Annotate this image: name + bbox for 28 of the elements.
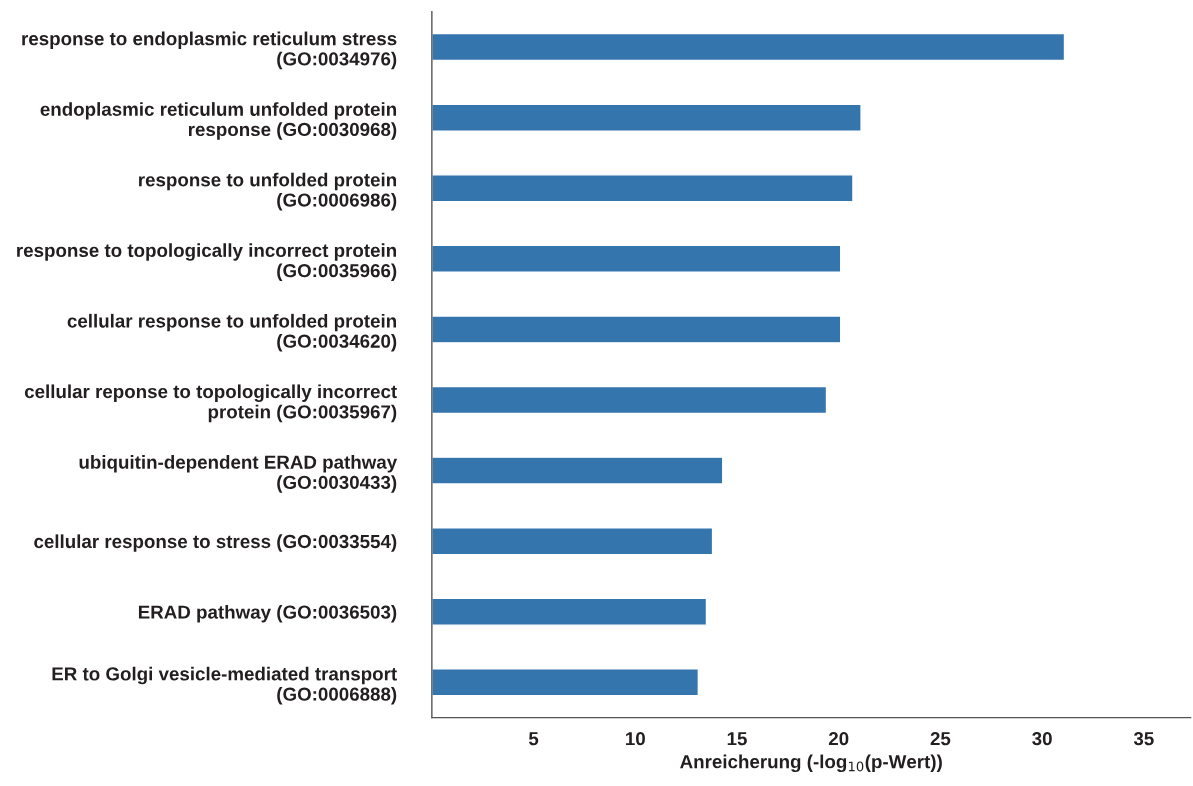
bar <box>431 527 714 556</box>
bar <box>431 244 842 273</box>
x-tick-label: 30 <box>1032 732 1052 746</box>
y-tick-label: response to topologically incorrect protein (GO:0035966) <box>17 243 397 282</box>
y-tick-label: cellular reponse to topologically incorrect protein (GO:0035967) <box>24 384 397 423</box>
y-tick-label: response to unfolded protein (GO:0006986) <box>139 172 397 211</box>
x-tick-label: 15 <box>727 732 747 746</box>
x-tick-label: 35 <box>1133 732 1154 746</box>
bar <box>431 32 1066 62</box>
y-tick-label: endoplasmic reticulum unfolded protein response (GO:0030968) <box>40 102 397 140</box>
x-tick-label: 5 <box>528 732 539 746</box>
bar <box>431 103 862 132</box>
y-tick-label: ER to Golgi vesicle-mediated transport (GO:0006888) <box>52 666 397 705</box>
y-tick-label: cellular response to unfolded protein (GO:0034620) <box>67 313 397 352</box>
y-tick-label: cellular response to stress (GO:0033554) <box>34 534 397 552</box>
bar <box>431 174 854 203</box>
x-tick-label: 20 <box>828 732 849 746</box>
bar <box>431 385 828 415</box>
bar <box>431 315 842 344</box>
y-tick-label: ubiquitin-dependent ERAD pathway (GO:0030433) <box>79 455 398 493</box>
bar <box>431 456 724 485</box>
x-axis-title: Anreicherung (-log$_{10}$(p-Wert)) <box>680 754 942 773</box>
x-tick-label: 25 <box>930 732 951 746</box>
x-tick-label: 10 <box>626 732 645 746</box>
bar <box>431 597 708 626</box>
y-tick-label: response to endoplasmic reticulum stress (GO:0034976) <box>22 31 397 70</box>
bar <box>431 668 700 697</box>
y-tick-label: ERAD pathway (GO:0036503) <box>138 604 397 623</box>
